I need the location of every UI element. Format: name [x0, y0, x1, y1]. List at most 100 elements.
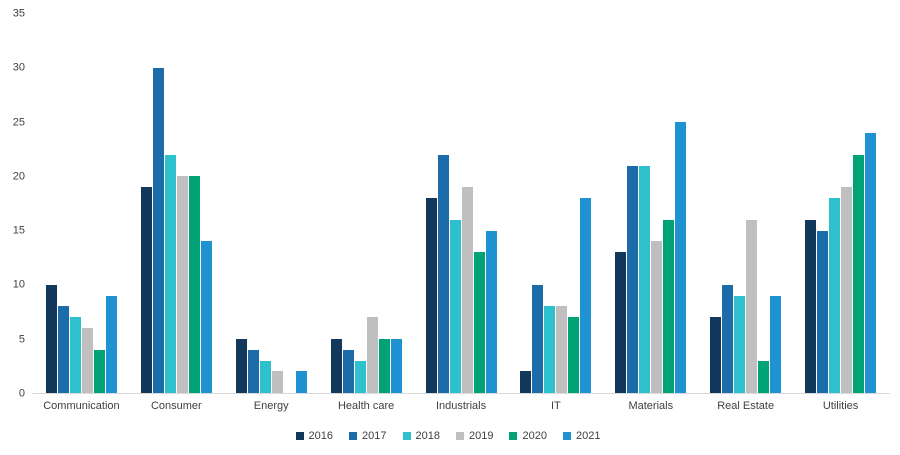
legend: 2016 2017 2018 2019 2020 2021	[6, 430, 890, 442]
bar-2020-industrials	[473, 252, 485, 393]
bar-2017-it	[532, 284, 544, 393]
chart-main: 0 5 10 15 20 25 30 35	[6, 8, 890, 399]
legend-swatch-2019	[456, 432, 464, 440]
bar-2018-industrials	[449, 219, 461, 393]
bar-2017-materials	[627, 165, 639, 393]
bar-2016-real-estate	[710, 317, 722, 393]
bar-2018-communication	[69, 317, 81, 393]
bar-2021-energy	[295, 371, 307, 393]
x-category-label-materials: Materials	[628, 400, 674, 412]
bar-group-industrials	[414, 14, 509, 393]
bar-2019-utilities	[841, 187, 853, 393]
bar-2017-consumer	[152, 68, 164, 393]
bar-2017-real-estate	[722, 284, 734, 393]
y-axis: 0 5 10 15 20 25 30 35	[6, 8, 32, 399]
legend-swatch-2018	[402, 432, 411, 440]
x-category-label-consumer: Consumer	[150, 400, 202, 412]
bar-2020-health-care	[378, 338, 390, 393]
legend-label-2021: 2021	[575, 430, 601, 442]
y-tick-label: 35	[12, 7, 25, 20]
bar-2021-health-care	[390, 338, 402, 393]
x-category-label-utilities: Utilities	[822, 400, 859, 412]
bar-2016-health-care	[330, 338, 342, 393]
x-category-label-real-estate: Real Estate	[717, 400, 775, 412]
bar-2018-real-estate	[734, 295, 746, 393]
legend-item-2016: 2016	[295, 430, 334, 442]
x-category-label-it: IT	[551, 400, 561, 412]
bar-2021-communication	[105, 295, 117, 393]
legend-item-2018: 2018	[402, 430, 440, 442]
bar-2016-communication	[45, 284, 57, 393]
bar-2016-materials	[615, 252, 627, 393]
y-tick-label: 30	[12, 61, 25, 74]
bar-2016-industrials	[425, 198, 437, 393]
bar-2021-utilities	[865, 133, 877, 393]
bar-2020-consumer	[188, 176, 200, 393]
bar-2021-it	[580, 198, 592, 393]
bar-group-materials	[603, 14, 698, 393]
legend-item-2017: 2017	[349, 430, 387, 442]
bar-2019-real-estate	[746, 219, 758, 393]
legend-label-2017: 2017	[362, 430, 387, 442]
bar-2018-utilities	[829, 198, 841, 393]
legend-label-2020: 2020	[522, 430, 547, 442]
legend-swatch-2016	[295, 432, 304, 440]
bar-2016-energy	[235, 338, 247, 393]
y-tick-label: 10	[12, 278, 25, 291]
y-tick-label: 25	[12, 116, 25, 129]
bar-2021-consumer	[200, 241, 212, 393]
bar-2016-utilities	[805, 219, 817, 393]
y-tick-label: 5	[18, 333, 25, 346]
legend-swatch-2020	[509, 432, 518, 440]
bar-group-utilities	[793, 14, 888, 393]
bar-2017-energy	[247, 349, 259, 393]
bar-group-health-care	[319, 14, 414, 393]
x-category-label-industrials: Industrials	[435, 400, 487, 412]
bar-group-real-estate	[698, 14, 793, 393]
bar-2018-energy	[259, 360, 271, 393]
plot-area	[32, 14, 890, 394]
legend-label-2019: 2019	[469, 430, 494, 442]
bar-2020-utilities	[853, 154, 865, 393]
bar-2021-industrials	[485, 230, 497, 393]
bar-2017-health-care	[342, 349, 354, 393]
bar-group-consumer	[129, 14, 224, 393]
bar-2021-materials	[675, 122, 687, 393]
y-tick-label: 15	[12, 224, 25, 237]
bar-2020-real-estate	[758, 360, 770, 393]
bar-group-communication	[34, 14, 129, 393]
bar-group-it	[508, 14, 603, 393]
bar-2019-it	[556, 306, 568, 393]
y-tick-label: 20	[12, 170, 25, 183]
bar-2019-consumer	[176, 176, 188, 393]
bar-2020-materials	[663, 219, 675, 393]
bar-2018-materials	[639, 165, 651, 393]
bar-2018-health-care	[354, 360, 366, 393]
bar-2021-real-estate	[770, 295, 782, 393]
x-axis: Communication Consumer Energy Health care In…	[32, 400, 890, 412]
legend-label-2016: 2016	[308, 430, 334, 442]
bar-2019-communication	[81, 328, 93, 393]
bar-group-energy	[224, 14, 319, 393]
bar-2019-industrials	[461, 187, 473, 393]
bar-2017-utilities	[817, 230, 829, 393]
legend-swatch-2017	[349, 432, 358, 440]
bar-2016-it	[520, 371, 532, 393]
bar-2017-communication	[57, 306, 69, 393]
bar-2019-materials	[651, 241, 663, 393]
x-category-label-energy: Energy	[253, 400, 289, 412]
legend-label-2018: 2018	[415, 430, 440, 442]
bar-2018-it	[544, 306, 556, 393]
x-category-label-health-care: Health care	[337, 400, 395, 412]
bar-2017-industrials	[437, 154, 449, 393]
legend-item-2019: 2019	[456, 430, 493, 442]
bar-2016-consumer	[140, 187, 152, 393]
x-category-label-communication: Communication	[43, 400, 120, 412]
legend-item-2020: 2020	[509, 430, 547, 442]
legend-item-2021: 2021	[562, 430, 601, 442]
bar-2019-health-care	[366, 317, 378, 393]
bar-2020-communication	[93, 349, 105, 393]
bar-2018-consumer	[164, 154, 176, 393]
bar-2019-energy	[271, 371, 283, 393]
